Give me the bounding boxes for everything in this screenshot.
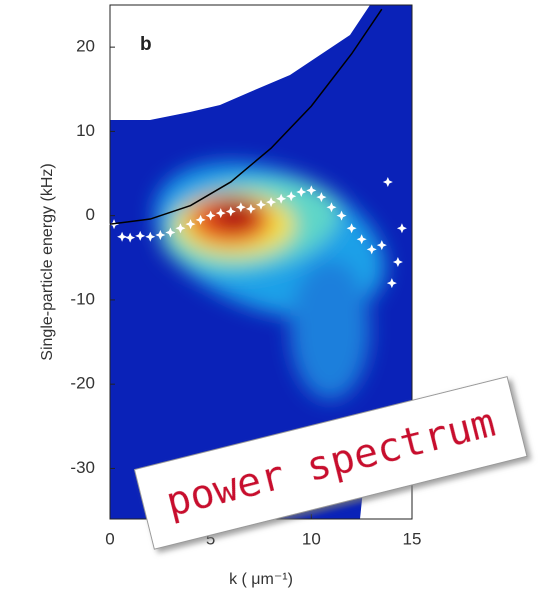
point <box>376 240 387 251</box>
point <box>296 187 307 198</box>
point <box>175 223 186 234</box>
point <box>396 223 407 234</box>
point <box>205 210 216 221</box>
point <box>195 214 206 225</box>
x-tick-label: 5 <box>206 529 215 548</box>
point <box>386 278 397 289</box>
point <box>326 202 337 213</box>
x-tick-label: 15 <box>403 529 422 548</box>
point <box>135 230 146 241</box>
point <box>155 230 166 241</box>
y-tick-label: -20 <box>70 374 95 393</box>
x-tick-label: 10 <box>302 529 321 548</box>
point <box>286 191 297 202</box>
y-tick-label: -30 <box>70 458 95 477</box>
y-tick-label: -10 <box>70 289 95 308</box>
point <box>316 192 327 203</box>
point <box>276 193 287 204</box>
point <box>145 231 156 242</box>
point <box>185 219 196 230</box>
point <box>165 227 176 238</box>
point <box>382 176 393 187</box>
y-tick-label: 0 <box>86 205 95 224</box>
panel-label: b <box>140 34 152 55</box>
y-axis-label: Single-particle energy (kHz) <box>39 163 56 360</box>
point <box>225 206 236 217</box>
point <box>266 197 277 208</box>
point <box>256 199 266 210</box>
point <box>215 208 226 219</box>
x-axis-label: k ( μm⁻¹) <box>229 571 293 588</box>
point <box>346 223 357 234</box>
point <box>245 203 256 214</box>
point <box>366 244 377 255</box>
y-tick-label: 20 <box>76 37 95 56</box>
point <box>125 232 136 243</box>
curve <box>110 8 383 225</box>
point <box>306 185 317 196</box>
point <box>356 234 367 245</box>
point <box>392 257 403 267</box>
heatmap <box>110 5 412 519</box>
point <box>235 202 246 213</box>
point <box>117 231 128 242</box>
x-tick-label: 0 <box>105 529 114 548</box>
point <box>336 210 347 221</box>
y-tick-label: 10 <box>76 121 95 140</box>
